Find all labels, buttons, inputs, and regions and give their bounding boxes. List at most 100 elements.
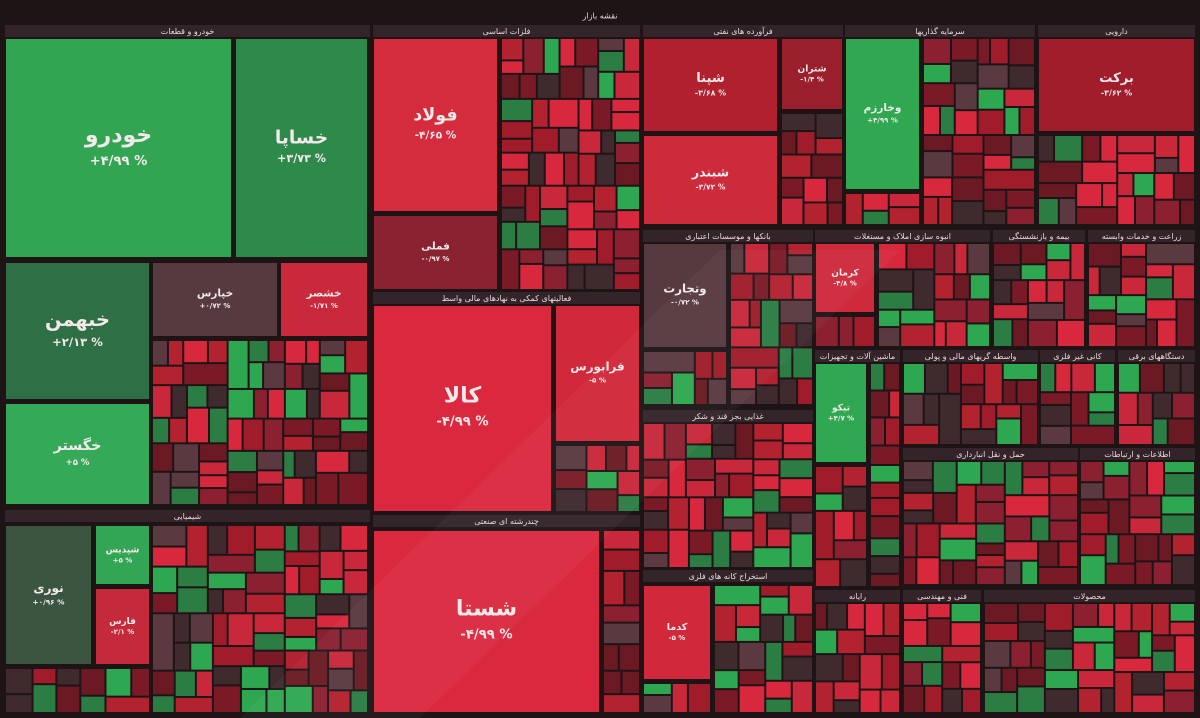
filler-tile xyxy=(761,586,788,596)
filler-tile xyxy=(644,373,671,387)
filler-tile xyxy=(871,574,899,586)
sector-header-band xyxy=(815,590,900,602)
stock-change: -۱/۷۱ % xyxy=(310,302,338,310)
stock-change: +۵ % xyxy=(113,556,133,564)
stock-change: -۳/۶۲ % xyxy=(1101,88,1132,97)
filler-tile xyxy=(153,567,177,593)
filler-tile xyxy=(1018,668,1044,686)
filler-tile xyxy=(924,64,950,83)
filler-tile xyxy=(1007,190,1034,207)
filler-tile xyxy=(208,573,245,589)
filler-tile xyxy=(208,341,227,363)
filler-tile xyxy=(933,462,956,492)
filler-tile xyxy=(644,388,671,404)
filler-tile xyxy=(57,686,80,712)
filler-tile xyxy=(309,651,328,685)
filler-tile xyxy=(1172,556,1194,584)
filler-tile xyxy=(579,154,595,185)
filler-tile xyxy=(1147,300,1176,319)
stock-symbol: خبهمن xyxy=(45,308,110,331)
map-title: نقشه بازار xyxy=(582,12,618,21)
stock-symbol: فارس xyxy=(109,617,136,627)
sector-header-band xyxy=(373,25,640,37)
filler-tile xyxy=(502,170,528,185)
filler-tile xyxy=(879,328,900,346)
filler-tile xyxy=(705,498,722,530)
filler-tile xyxy=(889,208,919,224)
filler-tile xyxy=(904,621,927,645)
filler-tile xyxy=(517,222,539,249)
filler-tile xyxy=(985,623,1017,641)
filler-tile xyxy=(967,324,989,346)
filler-tile xyxy=(568,202,593,229)
filler-tile xyxy=(917,558,939,584)
filler-tile xyxy=(1005,108,1019,135)
stock-symbol: کرمان xyxy=(831,269,859,279)
filler-tile xyxy=(665,424,685,459)
filler-tile xyxy=(1170,622,1194,635)
stock-change: +۰/۹۶ % xyxy=(33,597,66,606)
filler-tile xyxy=(985,693,1017,712)
stock-change: -۳/۶۸ % xyxy=(695,88,726,97)
sector-header-band xyxy=(815,350,900,362)
filler-tile xyxy=(228,614,253,646)
filler-tile xyxy=(904,493,933,510)
filler-tile xyxy=(228,341,248,388)
filler-tile xyxy=(210,408,227,443)
filler-tile xyxy=(565,153,578,185)
filler-tile xyxy=(153,614,173,670)
filler-tile xyxy=(1032,517,1049,541)
filler-tile xyxy=(761,300,779,347)
filler-tile xyxy=(320,341,345,355)
stock-tile xyxy=(96,589,149,664)
filler-tile xyxy=(1089,244,1120,266)
filler-tile xyxy=(984,136,1011,154)
filler-tile xyxy=(797,324,812,347)
filler-tile xyxy=(106,669,131,696)
filler-tile xyxy=(1147,320,1157,346)
sector-name: غذایی بجز قند و شکر xyxy=(691,412,763,421)
filler-tile xyxy=(1109,500,1129,534)
filler-tile xyxy=(644,352,694,372)
filler-tile xyxy=(540,227,567,249)
filler-tile xyxy=(246,573,284,593)
filler-tile xyxy=(924,136,952,151)
filler-tile xyxy=(1138,393,1152,424)
filler-tile xyxy=(715,642,738,670)
filler-tile xyxy=(267,689,284,712)
filler-tile xyxy=(767,529,790,547)
filler-tile xyxy=(1181,364,1194,392)
filler-tile xyxy=(1177,300,1194,346)
filler-tile xyxy=(1005,542,1038,560)
filler-tile xyxy=(1148,462,1164,495)
filler-tile xyxy=(984,170,1034,189)
stock-tile xyxy=(374,39,497,211)
filler-tile xyxy=(153,366,183,385)
filler-tile xyxy=(970,275,989,299)
filler-tile xyxy=(285,552,319,566)
filler-tile xyxy=(106,697,149,712)
filler-tile xyxy=(616,143,639,163)
filler-tile xyxy=(1173,393,1194,418)
stock-symbol: کدما xyxy=(667,622,688,633)
filler-tile xyxy=(153,526,186,546)
filler-tile xyxy=(736,606,760,627)
filler-tile xyxy=(1132,604,1152,631)
filler-tile xyxy=(940,524,976,538)
sector-header-band xyxy=(1118,350,1195,362)
filler-tile xyxy=(1083,136,1100,161)
stock-tile xyxy=(816,244,874,312)
filler-tile xyxy=(560,67,583,98)
filler-tile xyxy=(614,274,639,289)
filler-tile xyxy=(739,686,765,712)
filler-tile xyxy=(168,341,183,365)
filler-tile xyxy=(241,667,269,688)
sector-name: دارویی xyxy=(1105,27,1128,36)
filler-tile xyxy=(607,446,626,470)
filler-tile xyxy=(955,244,967,274)
filler-tile xyxy=(1003,380,1016,404)
filler-tile xyxy=(1079,689,1101,712)
stock-change: -۲/۱ % xyxy=(111,628,134,636)
filler-tile xyxy=(695,379,707,404)
filler-tile xyxy=(977,544,1004,555)
